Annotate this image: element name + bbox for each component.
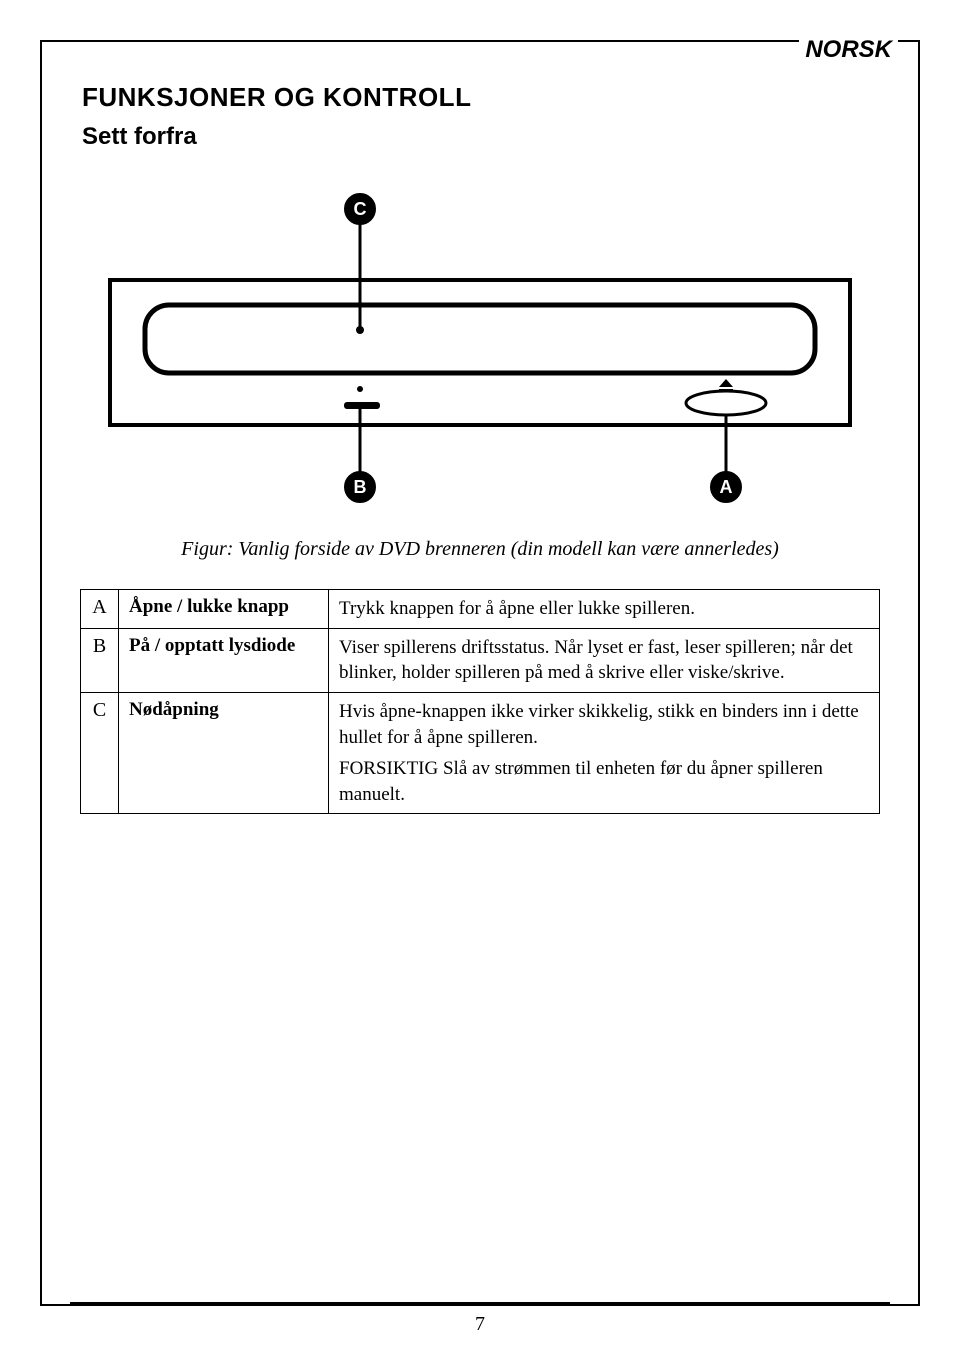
footer-rule: [70, 1302, 890, 1304]
callout-description: Hvis åpne-knappen ikke virker skikkelig,…: [329, 692, 880, 814]
figure-caption: Figur: Vanlig forside av DVD brenneren (…: [42, 538, 918, 561]
callout-description: Viser spillerens driftsstatus. Når lyset…: [329, 628, 880, 692]
callout-letter: B: [81, 628, 119, 692]
callout-description: Trykk knappen for å åpne eller lukke spi…: [329, 590, 880, 629]
front-view-diagram: C B A: [90, 175, 870, 520]
callout-term: På / opptatt lysdiode: [119, 628, 329, 692]
table-row: AÅpne / lukke knappTrykk knappen for å å…: [81, 590, 880, 629]
table-row: CNødåpningHvis åpne-knappen ikke virker …: [81, 692, 880, 814]
callout-letter: C: [81, 692, 119, 814]
table-row: BPå / opptatt lysdiodeViser spillerens d…: [81, 628, 880, 692]
callout-term: Nødåpning: [119, 692, 329, 814]
svg-text:A: A: [720, 477, 733, 497]
section-heading: FUNKSJONER OG KONTROLL: [82, 82, 918, 113]
page-frame: NORSK FUNKSJONER OG KONTROLL Sett forfra…: [40, 40, 920, 1306]
callout-term: Åpne / lukke knapp: [119, 590, 329, 629]
language-label: NORSK: [799, 36, 898, 64]
page-number: 7: [0, 1313, 960, 1336]
diagram-svg: C B A: [90, 175, 870, 515]
svg-text:B: B: [354, 477, 367, 497]
callout-letter: A: [81, 590, 119, 629]
section-subheading: Sett forfra: [82, 123, 918, 151]
heading-text: FUNKSJONER OG KONTROLL: [82, 82, 471, 112]
callout-table: AÅpne / lukke knappTrykk knappen for å å…: [80, 589, 880, 814]
svg-text:C: C: [354, 199, 367, 219]
